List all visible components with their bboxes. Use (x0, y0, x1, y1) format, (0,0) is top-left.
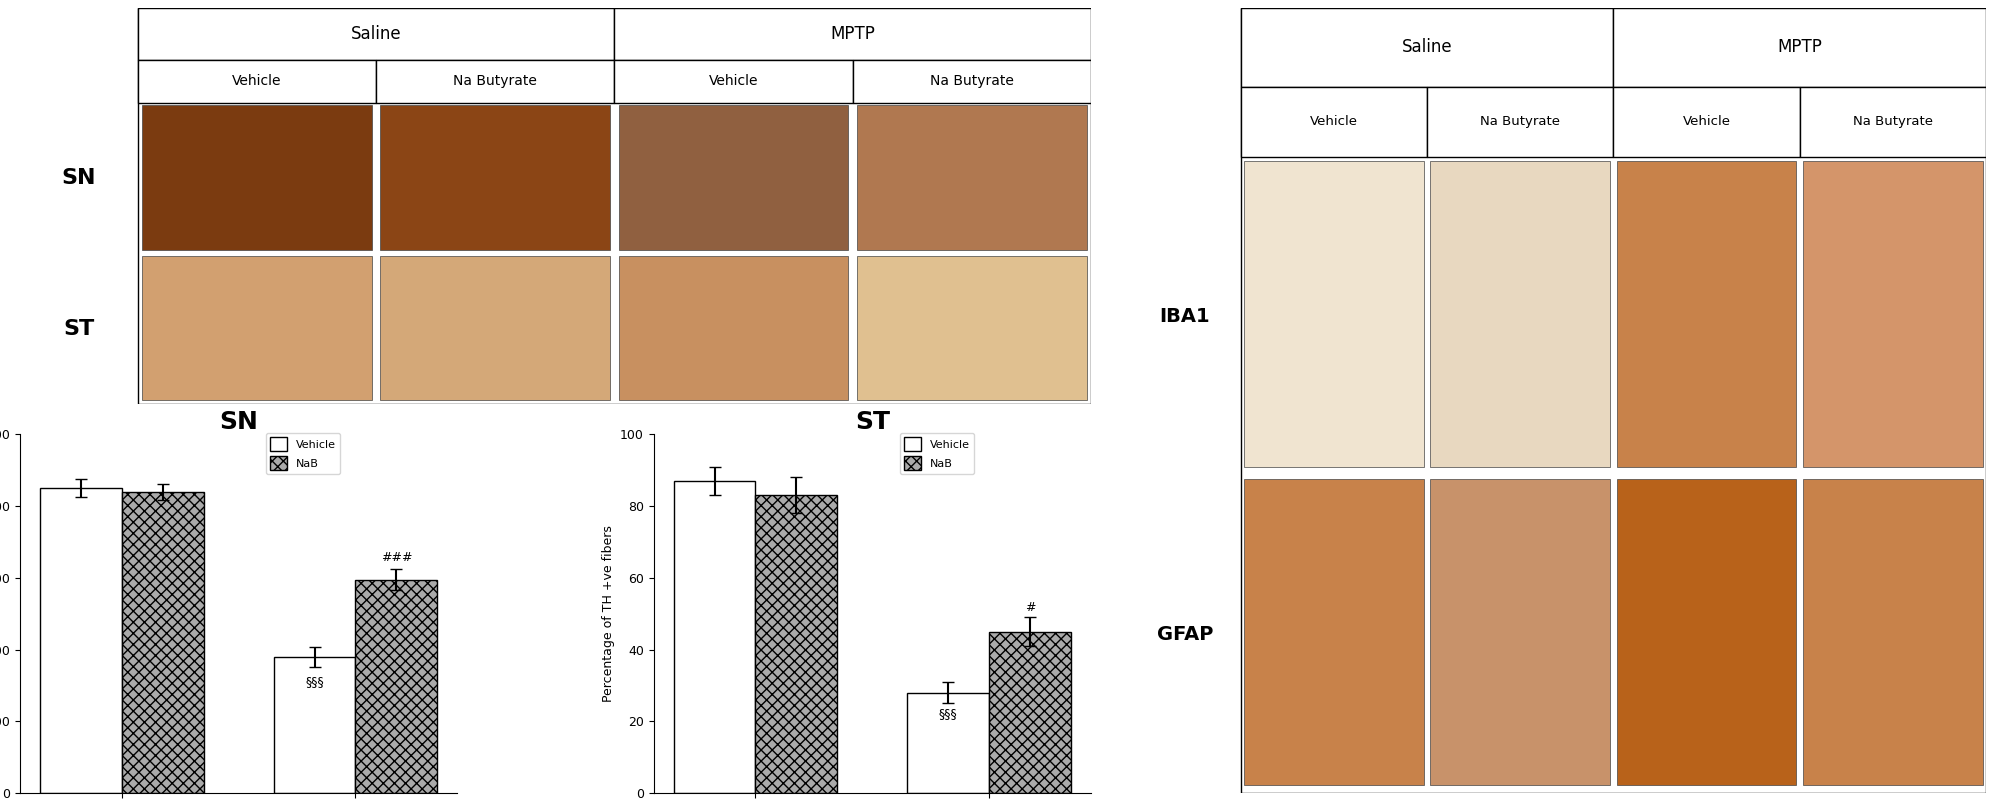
Legend: Vehicle, NaB: Vehicle, NaB (898, 433, 974, 474)
Text: §§§: §§§ (938, 707, 956, 720)
Bar (138, 59, 375, 103)
Title: ST: ST (854, 410, 890, 434)
Bar (1798, 87, 1985, 157)
Bar (1616, 161, 1794, 467)
Bar (381, 256, 610, 400)
Bar (906, 693, 988, 793)
Legend: Vehicle, NaB: Vehicle, NaB (267, 433, 341, 474)
Bar (852, 59, 1091, 103)
Bar (375, 59, 614, 103)
Text: ###: ### (381, 550, 411, 564)
Bar (355, 580, 437, 793)
Bar (1612, 87, 1798, 157)
Y-axis label: Percentage of TH +ve fibers: Percentage of TH +ve fibers (602, 525, 614, 702)
Bar (614, 8, 1091, 59)
Bar (1239, 87, 1426, 157)
Bar (618, 105, 848, 250)
Bar (122, 492, 203, 793)
Bar (756, 495, 836, 793)
Bar (138, 8, 1091, 405)
Bar (138, 8, 614, 59)
Text: GFAP: GFAP (1157, 625, 1213, 643)
Bar (614, 59, 852, 103)
Bar (273, 657, 355, 793)
Text: Na Butyrate: Na Butyrate (928, 74, 1013, 88)
Bar (1802, 479, 1981, 785)
Text: MPTP: MPTP (830, 25, 874, 42)
Text: Saline: Saline (1401, 38, 1452, 56)
Bar (1239, 8, 1985, 793)
Bar (618, 256, 848, 400)
Bar (988, 632, 1071, 793)
Bar (1243, 161, 1424, 467)
Bar (381, 105, 610, 250)
Text: Na Butyrate: Na Butyrate (1480, 115, 1560, 128)
Text: §§§: §§§ (305, 674, 323, 688)
Bar (1616, 479, 1794, 785)
Text: Saline: Saline (351, 25, 401, 42)
Text: Na Butyrate: Na Butyrate (1853, 115, 1933, 128)
Bar (1430, 161, 1610, 467)
Bar (1802, 161, 1981, 467)
Text: Vehicle: Vehicle (1682, 115, 1730, 128)
Text: Na Butyrate: Na Butyrate (453, 74, 537, 88)
Bar (1430, 479, 1610, 785)
Text: #: # (1025, 601, 1035, 614)
Text: Vehicle: Vehicle (708, 74, 758, 88)
Text: ST: ST (64, 319, 94, 339)
Bar (40, 489, 122, 793)
Text: SN: SN (62, 168, 96, 188)
Title: SN: SN (219, 410, 259, 434)
Bar (1612, 8, 1985, 87)
Bar (1243, 479, 1424, 785)
Text: Vehicle: Vehicle (233, 74, 281, 88)
Bar (674, 481, 756, 793)
Text: MPTP: MPTP (1776, 38, 1821, 56)
Bar (142, 105, 371, 250)
Bar (856, 105, 1087, 250)
Bar (856, 256, 1087, 400)
Text: Vehicle: Vehicle (1309, 115, 1357, 128)
Bar (142, 256, 371, 400)
Bar (1426, 87, 1612, 157)
Text: IBA1: IBA1 (1159, 307, 1209, 326)
Bar (1239, 8, 1612, 87)
